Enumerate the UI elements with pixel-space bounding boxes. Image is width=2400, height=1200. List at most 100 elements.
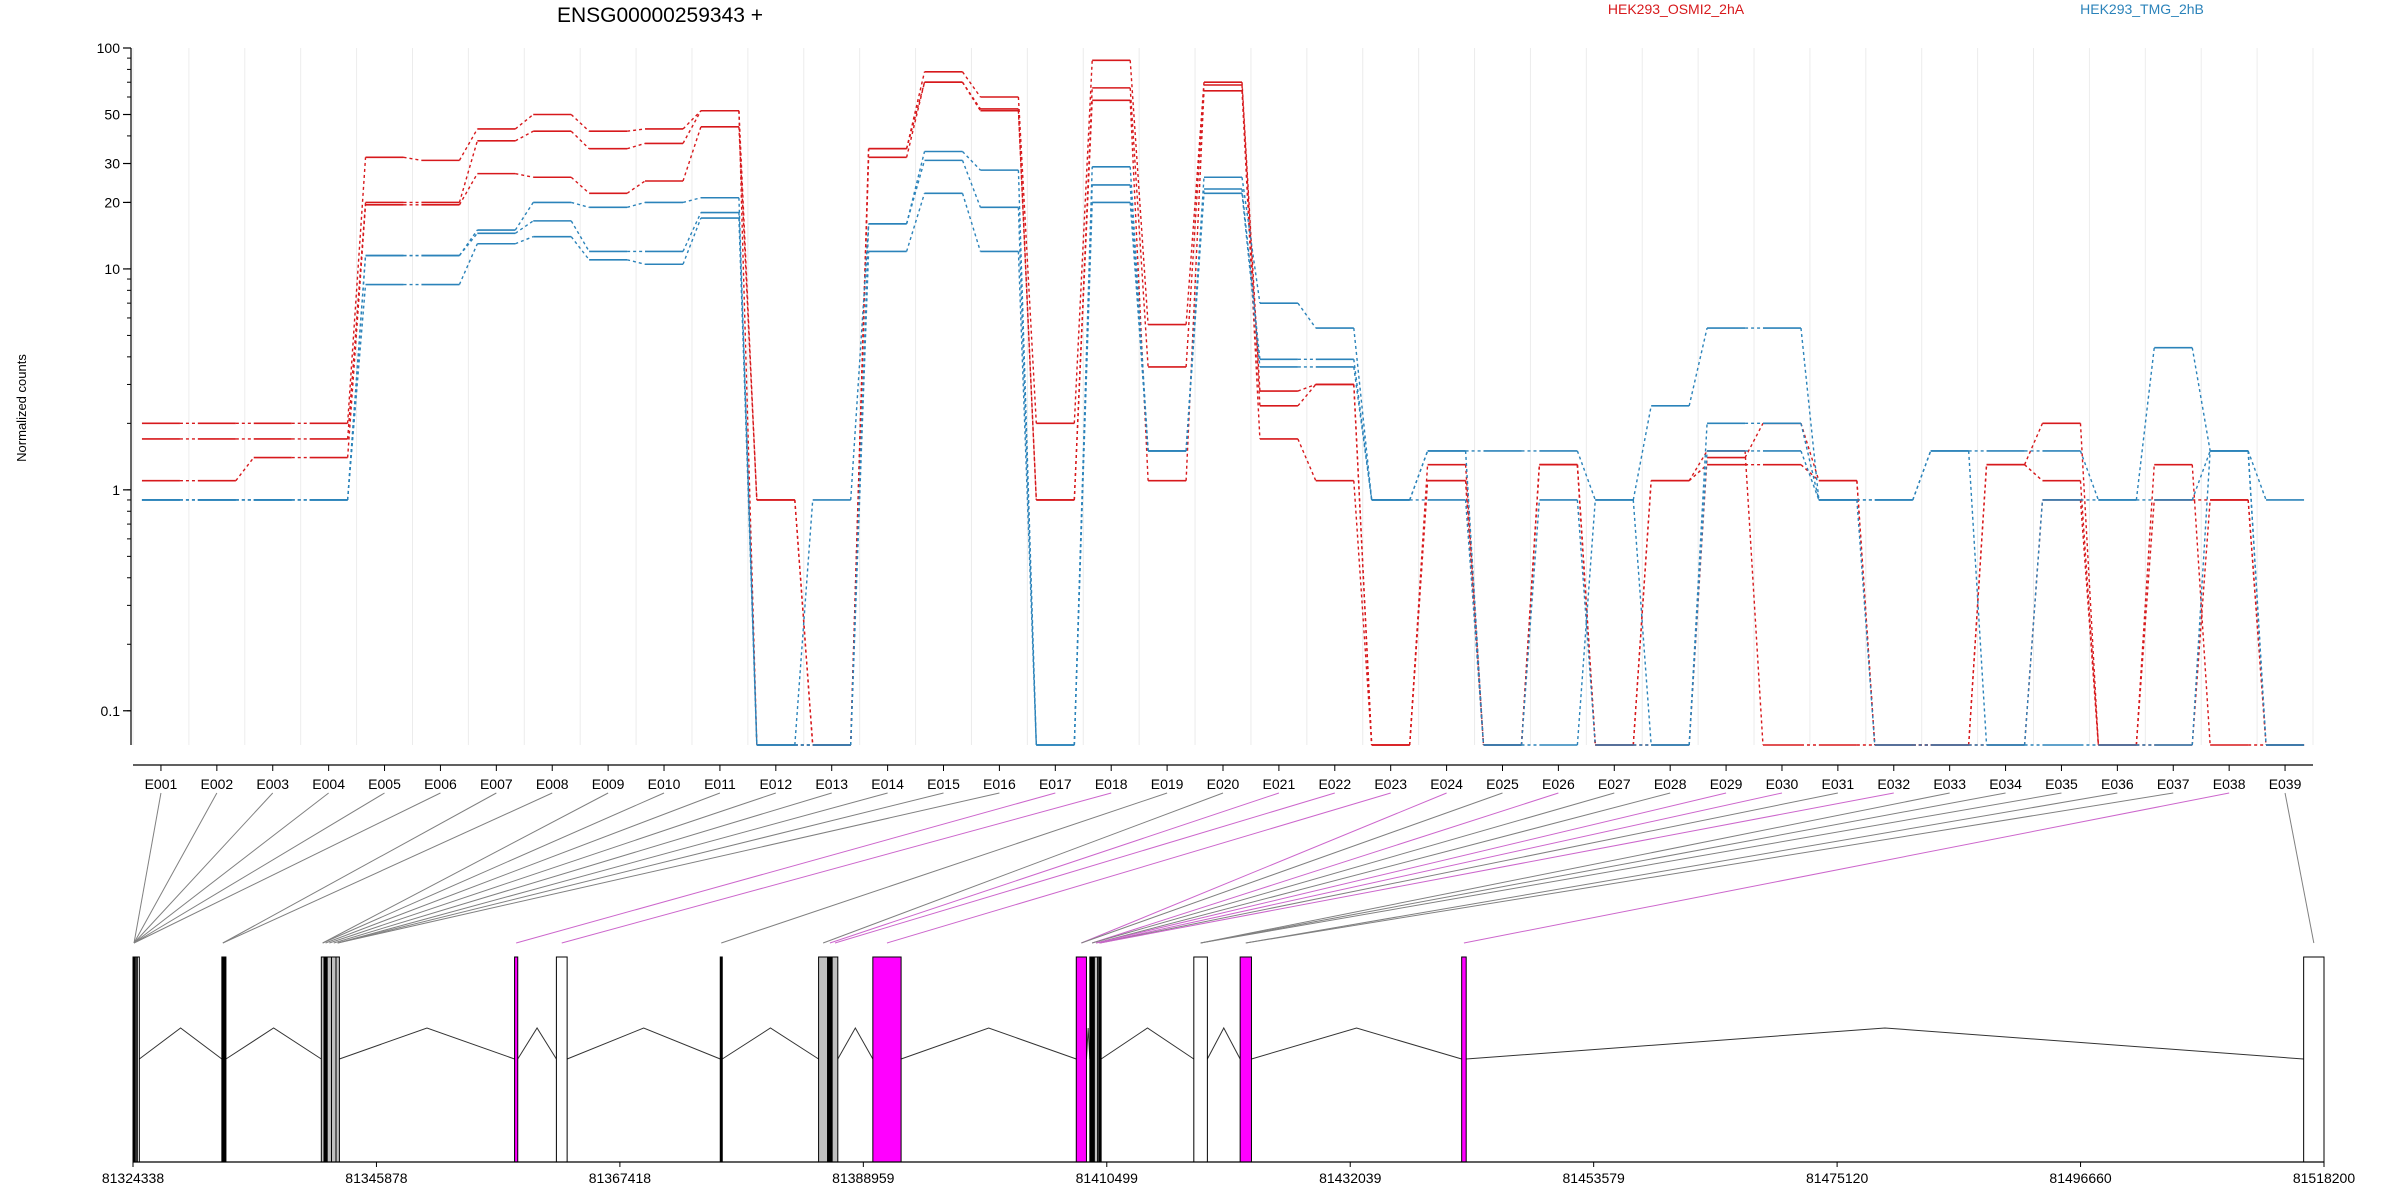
x-tick-label: E038 xyxy=(2213,776,2246,792)
exon-connector xyxy=(1098,792,1783,944)
exon-connector xyxy=(1095,792,1671,944)
legend-entry-osmi2: HEK293_OSMI2_2hA xyxy=(1608,1,1745,17)
series-lines xyxy=(141,59,2305,746)
genomic-tick-label: 81410499 xyxy=(1076,1170,1139,1186)
series-transition xyxy=(570,236,590,261)
series-transition xyxy=(2079,450,2100,501)
series-transition xyxy=(1800,423,1820,501)
x-tick-label: E030 xyxy=(1766,776,1799,792)
exon-connector xyxy=(133,792,441,944)
series-transition xyxy=(2247,450,2267,746)
series-transition xyxy=(1017,251,1038,746)
series-transition xyxy=(1017,96,1038,424)
vertical-gridlines xyxy=(132,48,2314,745)
series-transition xyxy=(1297,302,1317,329)
x-tick-label: E024 xyxy=(1430,776,1463,792)
series-transition xyxy=(1073,100,1093,500)
exon-connector xyxy=(1245,792,2174,944)
series-1 xyxy=(141,59,2305,746)
exon-block xyxy=(2303,956,2325,1163)
y-tick-label: 20 xyxy=(104,194,120,210)
series-transition xyxy=(346,157,367,424)
series-transition xyxy=(2079,499,2100,746)
exon-block xyxy=(555,956,568,1163)
exon-block xyxy=(1239,956,1252,1163)
series-transition xyxy=(1800,327,1820,501)
series-transition xyxy=(1520,499,1541,746)
series-transition xyxy=(1967,464,1988,746)
exon-connector xyxy=(133,792,329,944)
exon-connector xyxy=(1099,792,1894,944)
x-tick-label: E003 xyxy=(256,776,289,792)
series-transition xyxy=(1912,450,1932,501)
exon-connector xyxy=(133,792,274,944)
x-tick-label: E033 xyxy=(1933,776,1966,792)
series-transition xyxy=(1464,480,1485,746)
series-transition xyxy=(2135,499,2155,746)
series-transition xyxy=(682,212,702,252)
x-tick-label: E016 xyxy=(983,776,1016,792)
x-tick-label: E039 xyxy=(2269,776,2302,792)
series-transition xyxy=(1185,84,1205,367)
exon-connector xyxy=(333,792,832,944)
series-transition xyxy=(905,193,926,252)
x-tick-label: E006 xyxy=(424,776,457,792)
series-transition xyxy=(2135,464,2155,746)
series-transition xyxy=(1185,193,1205,451)
x-tick-label: E032 xyxy=(1877,776,1910,792)
series-transition xyxy=(458,232,478,256)
intron xyxy=(139,1027,223,1060)
x-tick-label: E014 xyxy=(871,776,904,792)
series-transition xyxy=(1017,110,1038,500)
series-transition xyxy=(570,130,590,150)
exon-connector xyxy=(721,792,1168,944)
series-transition xyxy=(458,229,478,256)
series-transition xyxy=(1856,480,1876,746)
exon-connector xyxy=(1245,792,2118,944)
y-tick-label: 0.1 xyxy=(101,703,121,719)
series-transition xyxy=(1129,87,1149,367)
intron xyxy=(517,1027,557,1060)
y-tick-label: 10 xyxy=(104,261,120,277)
exon-connector xyxy=(1200,792,1950,944)
exon-connector xyxy=(1099,792,1838,944)
genomic-tick-label: 81367418 xyxy=(589,1170,652,1186)
series-transition xyxy=(961,193,982,252)
series-transition xyxy=(2247,450,2267,501)
exon-block xyxy=(1093,956,1099,1163)
series-transition xyxy=(1464,499,1485,746)
intron xyxy=(1251,1027,1462,1060)
x-tick-label: E035 xyxy=(2045,776,2078,792)
series-transition xyxy=(458,243,478,285)
x-tick-label: E034 xyxy=(1989,776,2022,792)
exon-connector-lines xyxy=(133,792,2315,944)
intron xyxy=(721,1027,819,1060)
intron xyxy=(225,1027,322,1060)
x-tick-label: E017 xyxy=(1039,776,1072,792)
exon-connector xyxy=(329,792,776,944)
exon-connector xyxy=(325,792,721,944)
series-transition xyxy=(1967,450,1988,746)
exon-connector xyxy=(322,792,609,944)
series-transition xyxy=(682,110,702,130)
genomic-tick-label: 81324338 xyxy=(102,1170,165,1186)
exon-block xyxy=(222,956,227,1163)
series-transition xyxy=(1353,327,1373,501)
series-transition xyxy=(1185,90,1205,481)
series-transition xyxy=(1632,405,1652,501)
series-transition xyxy=(1241,193,1261,368)
x-tick-label: E015 xyxy=(927,776,960,792)
x-tick-label: E007 xyxy=(480,776,513,792)
exon-connector xyxy=(1463,792,2230,944)
exon-block xyxy=(1098,956,1102,1163)
exon-block xyxy=(827,956,833,1163)
series-transition xyxy=(458,140,479,203)
chart-title: ENSG00000259343 + xyxy=(557,4,763,27)
series-transition xyxy=(961,81,981,110)
series-transition xyxy=(1744,450,1764,746)
exon-connector xyxy=(1200,792,2062,944)
legend-entry-tmg: HEK293_TMG_2hB xyxy=(2080,1,2204,17)
genomic-tick-label: 81345878 xyxy=(345,1170,408,1186)
series-transition xyxy=(1744,423,1764,458)
